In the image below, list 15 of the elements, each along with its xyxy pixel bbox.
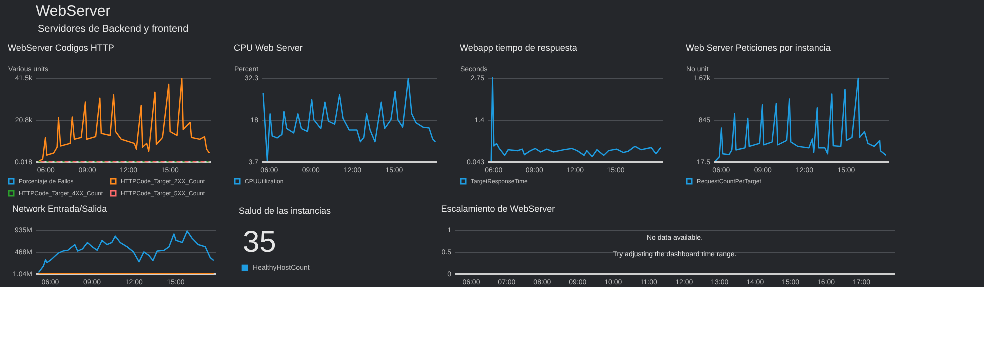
text: Salud de las instancias [239,206,332,216]
chart-title: CPU Web Server [234,43,303,53]
chart-title: Escalamiento de WebServer [441,204,556,214]
chart-title: WebServer Codigos HTTP [8,43,114,53]
line-series [714,78,887,162]
chart-title: Webapp tiempo de respuesta [460,43,578,53]
chart-title: Network Entrada/Salida [12,204,108,214]
line-series [38,230,215,274]
text: WebServer [36,3,111,20]
chart-title: Web Server Peticiones por instancia [686,43,831,53]
text: Servidores de Backend y frontend [38,24,189,35]
line-series [38,78,210,162]
line-series [490,77,662,163]
data-label: 35 [243,226,276,260]
line-series [262,78,436,162]
